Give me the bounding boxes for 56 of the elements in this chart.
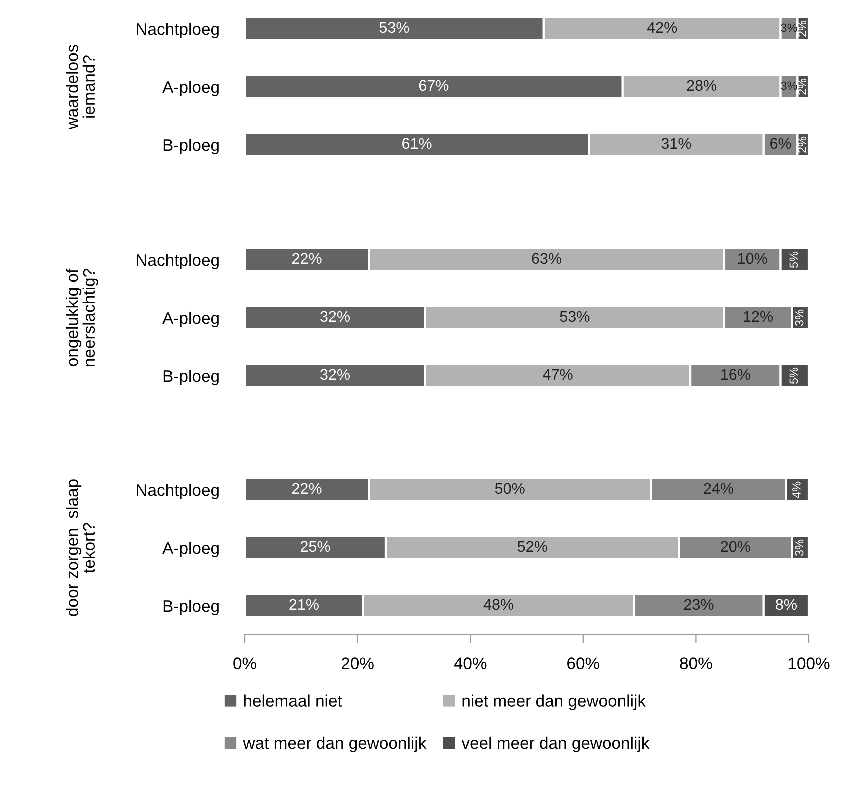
data-label: 4%: [792, 482, 801, 498]
data-label: 32%: [320, 369, 350, 380]
data-label: 3%: [795, 310, 804, 326]
y-tick-label: A-ploeg: [162, 312, 219, 328]
x-tick-label: 60%: [568, 658, 600, 670]
data-label: 22%: [292, 483, 322, 494]
data-label: 21%: [290, 599, 319, 610]
data-label: 5%: [790, 252, 798, 268]
data-label: 12%: [744, 311, 773, 322]
y-tick-label: B-ploeg: [164, 138, 219, 154]
y-tick-label: Nachtploeg: [137, 484, 219, 500]
data-label: 31%: [662, 138, 692, 150]
data-label: 20%: [721, 541, 750, 552]
y-tick-label: A-ploeg: [162, 80, 219, 96]
data-label: 10%: [738, 253, 768, 264]
data-label: 3%: [795, 540, 804, 556]
data-label: 32%: [320, 311, 350, 322]
x-tick-label: 100%: [788, 658, 830, 670]
data-label: 52%: [518, 541, 548, 552]
data-label: 5%: [790, 368, 798, 384]
data-label: 2%: [798, 78, 806, 95]
x-tick-label: 40%: [454, 658, 487, 670]
data-label: 63%: [532, 253, 562, 264]
data-label: 47%: [543, 369, 573, 380]
data-label: 8%: [776, 599, 797, 610]
data-label: 23%: [684, 599, 714, 610]
y-tick-label: B-ploeg: [164, 370, 219, 386]
y-tick-label: B-ploeg: [164, 600, 219, 616]
data-label: 2%: [798, 20, 806, 37]
x-tick-label: 20%: [342, 658, 374, 670]
legend-label: helemaal niet: [244, 694, 342, 707]
data-label: 24%: [704, 483, 734, 494]
data-label: 48%: [484, 599, 514, 610]
y-tick-label: Nachtploeg: [137, 22, 219, 38]
data-label: 28%: [687, 80, 717, 92]
data-label: 42%: [647, 22, 678, 34]
y-tick-label: Nachtploeg: [137, 254, 219, 270]
legend-label: veel meer dan gewoonlijk: [462, 736, 650, 752]
data-label: 2%: [798, 136, 806, 153]
y-axis-title: waardeloos iemand?: [66, 44, 96, 130]
data-label: 16%: [722, 369, 750, 380]
legend-label: niet meer dan gewoonlijk: [462, 694, 646, 710]
y-axis-title: door zorgen slaap tekort?: [66, 480, 96, 616]
data-label: 67%: [419, 80, 449, 92]
y-tick-label: A-ploeg: [162, 542, 219, 558]
data-label: 50%: [495, 483, 525, 494]
data-label: 53%: [380, 22, 410, 34]
data-label: 25%: [300, 541, 330, 552]
x-tick-label: 0%: [234, 658, 256, 670]
y-axis-title: ongelukkig of neerslachtig?: [66, 268, 98, 366]
x-tick-label: 80%: [680, 658, 712, 670]
data-label: 6%: [770, 138, 792, 150]
legend-label: wat meer dan gewoonlijk: [243, 736, 427, 752]
data-label: 53%: [560, 311, 590, 322]
data-label: 22%: [292, 253, 322, 264]
data-label: 61%: [402, 138, 432, 150]
